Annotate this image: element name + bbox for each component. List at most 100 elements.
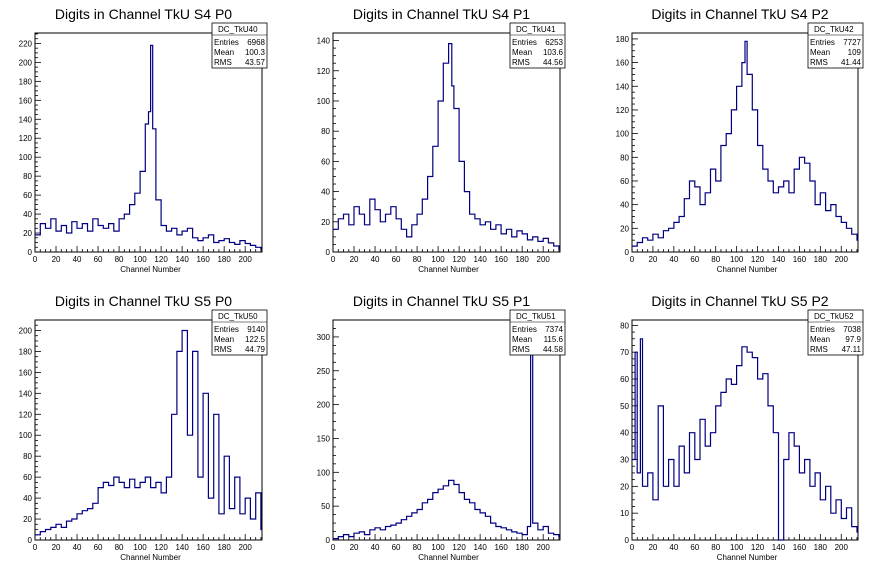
y-tick-label: 100 xyxy=(317,97,331,106)
x-tick-label: 140 xyxy=(175,255,189,264)
stats-value: 6968 xyxy=(247,38,265,47)
stats-box xyxy=(509,22,566,69)
y-tick-label: 20 xyxy=(321,218,330,227)
x-tick-label: 0 xyxy=(33,255,38,264)
x-tick-label: 200 xyxy=(239,255,253,264)
x-tick-label: 20 xyxy=(52,255,61,264)
stats-key: RMS xyxy=(512,345,530,354)
x-tick-label: 160 xyxy=(793,543,807,552)
x-tick-label: 120 xyxy=(751,543,765,552)
x-tick-label: 180 xyxy=(217,255,231,264)
y-tick-label: 20 xyxy=(620,482,629,491)
stats-box xyxy=(211,22,268,69)
x-tick-label: 100 xyxy=(431,255,445,264)
stats-key: Entries xyxy=(810,38,835,47)
x-tick-label: 120 xyxy=(452,255,466,264)
y-tick-label: 120 xyxy=(19,134,33,143)
y-tick-label: 160 xyxy=(19,96,33,105)
y-tick-label: 50 xyxy=(620,402,629,411)
histogram-series xyxy=(35,329,262,536)
x-tick-label: 100 xyxy=(133,255,147,264)
x-tick-label: 40 xyxy=(371,255,380,264)
x-tick-label: 20 xyxy=(52,543,61,552)
stats-key: Entries xyxy=(214,325,239,334)
y-tick-label: 100 xyxy=(317,468,331,477)
x-tick-label: 20 xyxy=(648,543,657,552)
y-tick-label: 100 xyxy=(616,130,630,139)
x-tick-label: 160 xyxy=(494,543,508,552)
x-tick-label: 140 xyxy=(473,543,487,552)
y-tick-label: 100 xyxy=(19,431,33,440)
stats-name: DC_TkU42 xyxy=(814,25,854,34)
stats-key: Entries xyxy=(512,38,537,47)
stats-box xyxy=(807,309,864,356)
stats-key: Mean xyxy=(810,335,830,344)
panel-5: Digits in Channel TkU S5 P1 0 20 40 60 80 100 1… xyxy=(317,293,566,562)
stats-value: 7374 xyxy=(545,325,563,334)
x-tick-label: 80 xyxy=(711,543,720,552)
x-tick-label: 100 xyxy=(133,543,147,552)
panel-6: Digits in Channel TkU S5 P20 20 40 60 80 100 1… xyxy=(620,293,864,562)
stats-box xyxy=(807,22,864,69)
x-axis-label: Channel Number xyxy=(717,265,778,274)
x-tick-label: 0 xyxy=(630,543,635,552)
x-tick-label: 20 xyxy=(350,255,359,264)
x-tick-label: 40 xyxy=(73,543,82,552)
stats-key: Mean xyxy=(512,335,532,344)
y-tick-label: 0 xyxy=(28,536,33,545)
y-tick-label: 180 xyxy=(19,77,33,86)
y-tick-label: 20 xyxy=(620,224,629,233)
y-tick-label: 80 xyxy=(620,153,629,162)
stats-value: 122.5 xyxy=(245,335,266,344)
y-tick-label: 0 xyxy=(625,248,630,257)
x-tick-label: 60 xyxy=(690,543,699,552)
y-tick-label: 60 xyxy=(321,157,330,166)
stats-value: 47.11 xyxy=(842,345,862,354)
y-tick-label: 140 xyxy=(616,82,630,91)
x-tick-label: 60 xyxy=(392,255,401,264)
stats-key: Mean xyxy=(512,48,532,57)
x-tick-label: 100 xyxy=(730,255,744,264)
stats-name: DC_TkU52 xyxy=(814,312,854,321)
x-tick-label: 80 xyxy=(413,255,422,264)
y-tick-label: 120 xyxy=(19,410,33,419)
y-tick-label: 80 xyxy=(620,321,629,330)
y-tick-label: 180 xyxy=(19,347,33,356)
stats-value: 7038 xyxy=(843,325,861,334)
stats-key: Entries xyxy=(512,325,537,334)
x-tick-label: 200 xyxy=(537,543,551,552)
panel-title: Digits in Channel TkU S4 P0 xyxy=(55,6,232,22)
x-tick-label: 140 xyxy=(175,543,189,552)
stats-key: RMS xyxy=(214,345,232,354)
x-tick-label: 60 xyxy=(94,543,103,552)
histogram-series xyxy=(35,44,262,250)
stats-key: RMS xyxy=(810,58,828,67)
x-tick-label: 160 xyxy=(793,255,807,264)
stats-box xyxy=(211,309,268,356)
y-tick-label: 20 xyxy=(23,229,32,238)
y-tick-label: 140 xyxy=(19,389,33,398)
y-tick-label: 0 xyxy=(625,536,630,545)
x-tick-label: 80 xyxy=(413,543,422,552)
stats-key: RMS xyxy=(810,345,828,354)
y-tick-label: 120 xyxy=(317,67,331,76)
plot-frame xyxy=(631,319,859,541)
y-tick-label: 140 xyxy=(19,115,33,124)
stats-key: Entries xyxy=(214,38,239,47)
y-tick-label: 0 xyxy=(28,248,33,257)
x-tick-label: 80 xyxy=(115,255,124,264)
stats-value: 44.56 xyxy=(543,58,564,67)
x-tick-label: 200 xyxy=(537,255,551,264)
x-axis-label: Channel Number xyxy=(120,265,181,274)
x-axis-label: Channel Number xyxy=(120,553,181,562)
stats-name: DC_TkU50 xyxy=(218,312,258,321)
x-tick-label: 160 xyxy=(196,543,210,552)
x-axis-label: Channel Number xyxy=(418,265,479,274)
y-tick-label: 120 xyxy=(616,106,630,115)
y-tick-label: 160 xyxy=(19,368,33,377)
stats-name: DC_TkU40 xyxy=(218,25,258,34)
y-tick-label: 80 xyxy=(321,127,330,136)
stats-value: 7727 xyxy=(843,38,861,47)
x-tick-label: 0 xyxy=(331,255,336,264)
